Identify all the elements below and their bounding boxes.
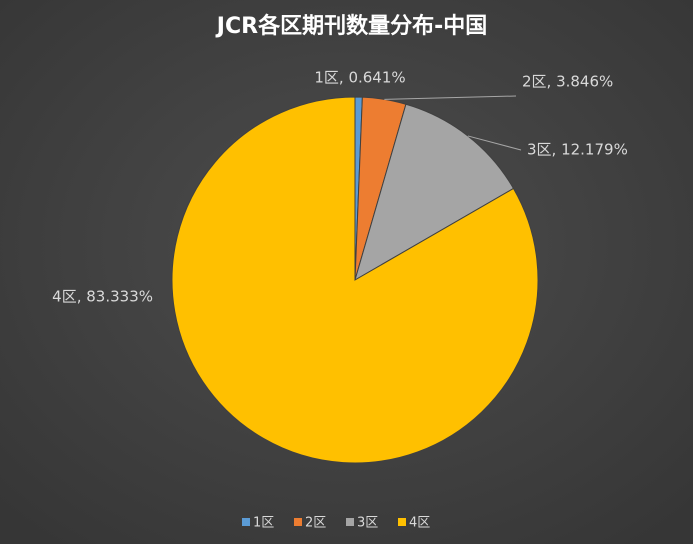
leader-line [467, 135, 522, 151]
leader-line [384, 95, 517, 100]
pie-slice [171, 96, 539, 464]
legend-swatch [346, 518, 354, 526]
legend-label: 1区 [253, 516, 274, 531]
data-label: 2区, 3.846% [522, 73, 613, 91]
chart-title: JCR各区期刊数量分布-中国 [215, 13, 487, 39]
data-label: 1区, 0.641% [314, 69, 405, 87]
data-label: 3区, 12.179% [527, 141, 628, 159]
legend-label: 3区 [357, 516, 378, 531]
pie-slice [354, 103, 515, 282]
legend-label: 2区 [305, 516, 326, 531]
legend-label: 4区 [409, 516, 430, 531]
legend-swatch [242, 518, 250, 526]
legend-swatch [398, 518, 406, 526]
legend-swatch [294, 518, 302, 526]
data-label: 4区, 83.333% [52, 288, 153, 306]
